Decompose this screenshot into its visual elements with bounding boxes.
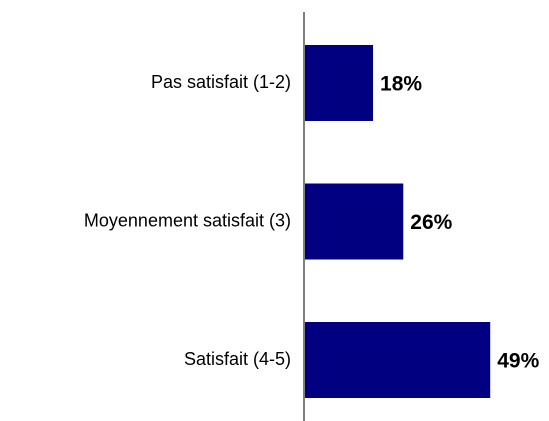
value-label: 49% — [497, 350, 539, 373]
bar — [305, 183, 404, 260]
bar — [305, 45, 374, 121]
category-label: Pas satisfait (1-2) — [151, 72, 291, 92]
bar — [305, 322, 491, 398]
category-label: Moyennement satisfait (3) — [84, 210, 291, 230]
category-label: Satisfait (4-5) — [184, 349, 291, 369]
value-label: 26% — [410, 211, 452, 234]
value-label: 18% — [380, 73, 422, 96]
